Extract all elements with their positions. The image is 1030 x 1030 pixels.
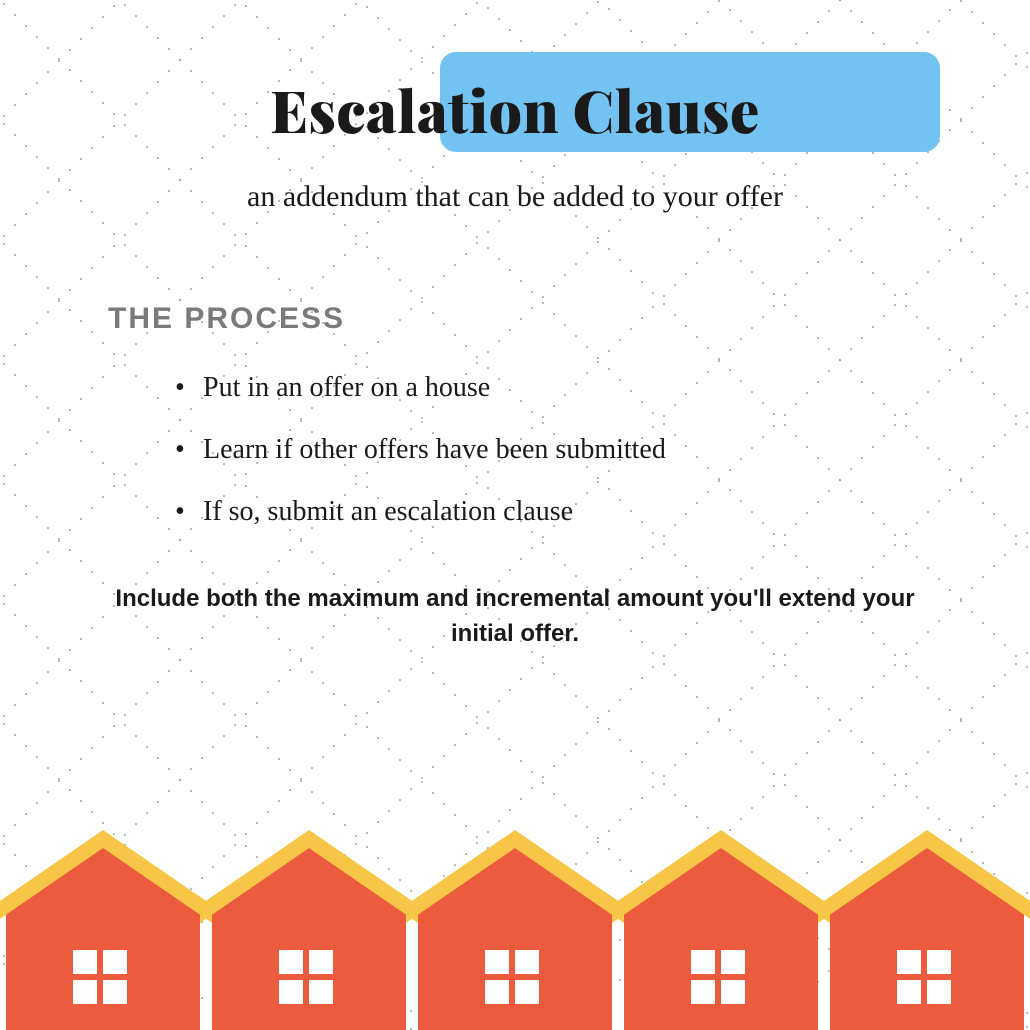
subtitle-text: an addendum that can be added to your of… bbox=[0, 180, 1030, 214]
content-area: Escalation Clause an addendum that can b… bbox=[0, 0, 1030, 652]
bullet-item: If so, submit an escalation clause bbox=[175, 496, 1030, 528]
bullet-item: Learn if other offers have been submitte… bbox=[175, 434, 1030, 466]
section-label-process: THE PROCESS bbox=[108, 302, 1030, 336]
bullet-item: Put in an offer on a house bbox=[175, 372, 1030, 404]
houses-illustration bbox=[0, 810, 1030, 1030]
title-wrap: Escalation Clause bbox=[0, 70, 1030, 148]
note-text: Include both the maximum and incremental… bbox=[110, 582, 920, 652]
process-bullet-list: Put in an offer on a house Learn if othe… bbox=[175, 372, 1030, 528]
page-title: Escalation Clause bbox=[0, 70, 1030, 148]
